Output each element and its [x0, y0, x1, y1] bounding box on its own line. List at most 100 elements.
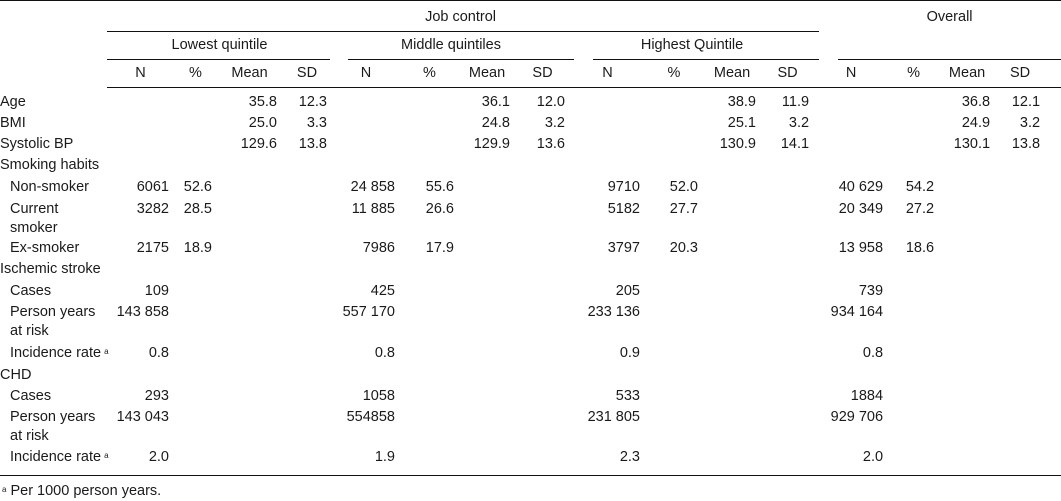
row-label-text: Systolic BP	[0, 136, 74, 152]
table-cell	[217, 302, 282, 343]
table-cell	[174, 134, 217, 155]
table-cell: 14.1	[780, 136, 810, 152]
table-cell	[761, 407, 814, 447]
table-cell: 13.6	[536, 136, 565, 152]
table-cell: 52.0	[669, 179, 698, 195]
table-cell: 2.0	[148, 449, 169, 465]
table-cell: 9710	[607, 179, 640, 195]
table-cell	[761, 177, 814, 199]
table-cell	[217, 281, 282, 302]
table-cell	[217, 155, 282, 177]
header-row-columns: N% Mean SD N% Mean SD N% Mean SD N% Mean SD	[0, 59, 1061, 87]
row-label: Person years at risk	[0, 407, 107, 447]
overall-header: Overall	[926, 9, 973, 25]
highest-quintile-rule	[593, 59, 819, 60]
table-cell	[814, 155, 888, 177]
table-cell: 3.2	[788, 115, 810, 131]
table-cell: 24 858	[350, 179, 395, 195]
row-label: Ischemic stroke	[0, 259, 107, 281]
table-cell: 38.9	[727, 94, 756, 110]
table-cell	[282, 199, 332, 238]
table-cell	[645, 365, 703, 386]
column-header-n: N	[135, 64, 146, 81]
row-label-text: Ex-smoker	[10, 240, 80, 256]
table-cell	[888, 92, 939, 113]
table-cell	[995, 199, 1061, 238]
row-label: Age	[0, 92, 107, 113]
table-cell: 3.2	[1019, 115, 1041, 131]
table-cell	[814, 113, 888, 134]
data-table: Job control Overall Lowest quintile Midd…	[0, 9, 1061, 467]
table-cell: 11 885	[351, 201, 395, 217]
row-label: Systolic BP	[0, 134, 107, 155]
table-cell	[761, 447, 814, 467]
column-header-mean: Mean	[713, 64, 751, 81]
table-cell: 24.9	[961, 115, 991, 131]
table-cell: 557 170	[342, 304, 395, 320]
table-row: Systolic BP 129.6 13.8 129.9 13.6 130.9 14.1 13…	[0, 134, 1061, 155]
table-cell	[814, 259, 888, 281]
table-cell	[515, 281, 570, 302]
table-cell	[888, 343, 939, 365]
table-cell	[515, 343, 570, 365]
table-cell	[645, 281, 703, 302]
table-cell	[888, 447, 939, 467]
table-cell	[995, 177, 1061, 199]
table-cell	[939, 365, 995, 386]
table-cell	[645, 386, 703, 407]
table-cell	[995, 407, 1061, 447]
table-cell	[174, 386, 217, 407]
table-cell	[282, 238, 332, 259]
table-cell	[400, 155, 459, 177]
table-cell	[888, 281, 939, 302]
table-cell	[888, 407, 939, 447]
table-cell	[995, 259, 1061, 281]
table-cell	[814, 365, 888, 386]
table-cell	[282, 343, 332, 365]
table-cell	[995, 281, 1061, 302]
column-header-sd: SD	[296, 64, 318, 81]
table-cell: 13.8	[1011, 136, 1041, 152]
table-cell	[703, 407, 761, 447]
table-cell	[645, 447, 703, 467]
row-label: Current smoker	[0, 199, 107, 238]
column-header-n: N	[602, 64, 613, 81]
table-cell: 205	[615, 283, 640, 299]
column-header-mean: Mean	[468, 64, 506, 81]
row-label: Smoking habits	[0, 155, 107, 177]
table-cell: 533	[615, 388, 640, 404]
table-cell	[282, 447, 332, 467]
table-cell: 130.9	[719, 136, 756, 152]
table-cell: 0.8	[862, 345, 884, 361]
row-label: Person years at risk	[0, 302, 107, 343]
column-header-sd: SD	[1009, 64, 1031, 81]
table-cell	[570, 365, 645, 386]
table-cell	[400, 281, 459, 302]
footnote-marker: a	[104, 451, 109, 460]
table-cell: 36.1	[481, 94, 510, 110]
table-row: BMI 25.0 3.3 24.8 3.2 25.1 3.2 24.9 3.2	[0, 113, 1061, 134]
table-cell	[459, 238, 515, 259]
table-cell	[995, 302, 1061, 343]
table-cell: 20.3	[669, 240, 698, 256]
table-row: Non-smoker 6061 52.6 24 858 55.6 9710 52.0 40 6…	[0, 177, 1061, 199]
table-cell: 3.2	[544, 115, 565, 131]
footnote-marker: a	[2, 485, 7, 494]
table-cell: 55.6	[425, 179, 454, 195]
table-bottom-rule	[0, 475, 1061, 476]
row-label-text: Person years at risk	[10, 409, 96, 444]
table-cell	[939, 238, 995, 259]
table-cell	[888, 134, 939, 155]
table-cell	[332, 155, 400, 177]
row-label-text: BMI	[0, 115, 26, 131]
table-cell	[332, 134, 400, 155]
table-cell	[995, 238, 1061, 259]
table-cell: 233 136	[587, 304, 640, 320]
table-cell	[645, 155, 703, 177]
group-header-middle: Middle quintiles	[401, 36, 501, 53]
table-cell	[939, 447, 995, 467]
column-header-pct: %	[423, 64, 436, 81]
table-cell: 28.5	[183, 201, 212, 217]
table-cell: 13.8	[298, 136, 327, 152]
overall-rule	[838, 59, 1061, 60]
